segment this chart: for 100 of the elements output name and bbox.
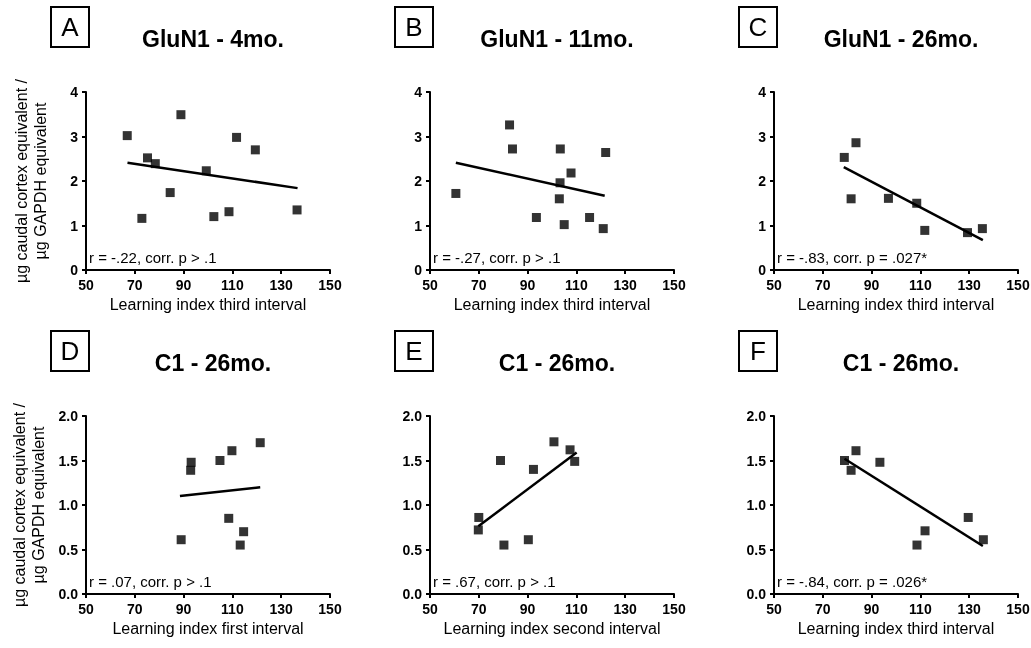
- y-tick-label: 0: [70, 262, 79, 278]
- x-tick-label: 50: [78, 277, 94, 293]
- y-tick-label: 0.5: [746, 541, 767, 558]
- x-tick-label: 90: [519, 601, 536, 617]
- point: [215, 456, 225, 465]
- x-axis-title: Learning index third interval: [797, 296, 995, 314]
- point: [224, 513, 234, 523]
- y-tick-label: 1: [70, 217, 79, 234]
- y-tick-label: 3: [414, 128, 423, 145]
- annotation: r = -.27, corr. p > .1: [433, 249, 561, 266]
- point: [566, 168, 576, 178]
- text: A: [61, 12, 80, 42]
- x-tick-label: 130: [269, 601, 294, 617]
- x-tick-label: 70: [127, 277, 143, 293]
- y-tick-label: 1.0: [58, 497, 79, 513]
- point: [875, 457, 885, 467]
- y-tick-label: 1.5: [746, 452, 767, 469]
- chart-title: GluN1 - 11mo.: [480, 25, 634, 52]
- point: [920, 526, 930, 536]
- y-axis-title: µg caudal cortex equivalent / µg GAPDH equivalent: [13, 78, 49, 284]
- point: [165, 188, 175, 198]
- y-tick-label: 1: [758, 217, 767, 234]
- point: [224, 207, 234, 217]
- chart-title: C1 - 26mo.: [842, 349, 960, 376]
- point: [292, 205, 302, 215]
- x-axis-title: Learning index third interval: [453, 296, 651, 314]
- point: [523, 535, 533, 545]
- point: [235, 540, 245, 550]
- y-tick-label: 0.5: [402, 541, 423, 558]
- y-tick-label: 2.0: [746, 408, 767, 424]
- x-tick-label: 130: [957, 601, 982, 617]
- x-tick-label: 150: [662, 601, 686, 617]
- x-tick-label: 150: [1006, 601, 1030, 617]
- annotation: r = -.22, corr. p > .1: [89, 249, 217, 266]
- x-tick-label: 70: [815, 277, 831, 293]
- x-tick-label: 110: [909, 277, 932, 293]
- x-tick-label: 150: [1006, 277, 1030, 293]
- chart-title: GluN1 - 26mo.: [823, 25, 979, 52]
- y-tick-label: 2: [414, 173, 423, 189]
- y-tick-label: 2: [758, 173, 767, 189]
- point: [559, 220, 569, 230]
- point: [912, 540, 922, 550]
- point: [232, 132, 242, 142]
- point: [528, 464, 538, 474]
- y-tick-label: 2.0: [402, 408, 423, 424]
- point: [839, 152, 849, 162]
- y-axis-title: µg caudal cortex equivalent / µg GAPDH equivalent: [10, 402, 47, 608]
- y-tick-label: 3: [70, 128, 79, 145]
- x-tick-label: 110: [909, 601, 932, 617]
- point: [978, 535, 988, 545]
- point: [555, 144, 565, 154]
- y-tick-label: 1: [414, 217, 423, 234]
- x-tick-label: 90: [175, 277, 192, 293]
- point: [601, 148, 611, 158]
- point: [496, 456, 506, 465]
- annotation: r = -.83, corr. p = .027*: [777, 249, 928, 266]
- point: [920, 225, 930, 235]
- point: [585, 212, 595, 222]
- point: [570, 456, 580, 466]
- text: F: [750, 336, 766, 366]
- y-tick-label: 1.0: [746, 497, 767, 513]
- point: [507, 144, 517, 154]
- point: [122, 131, 132, 141]
- chart-title: C1 - 26mo.: [154, 349, 272, 376]
- x-tick-label: 110: [221, 601, 244, 617]
- x-tick-label: 130: [269, 277, 294, 293]
- point: [176, 535, 186, 545]
- y-tick-label: 4: [414, 84, 423, 100]
- point: [176, 110, 186, 120]
- x-tick-label: 50: [422, 277, 438, 293]
- point: [549, 437, 559, 447]
- point: [554, 194, 564, 204]
- text: B: [405, 12, 423, 42]
- x-tick-label: 110: [221, 277, 244, 293]
- x-axis-title: Learning index second interval: [443, 620, 661, 638]
- point: [505, 120, 515, 130]
- x-tick-label: 50: [766, 277, 782, 293]
- x-tick-label: 50: [766, 601, 782, 617]
- text: E: [405, 336, 423, 366]
- point: [186, 465, 196, 475]
- x-axis-title: Learning index first interval: [112, 620, 304, 638]
- y-tick-label: 0: [414, 262, 423, 278]
- point: [239, 527, 249, 537]
- y-tick-label: 4: [758, 84, 767, 100]
- point: [137, 213, 147, 223]
- x-tick-label: 130: [613, 601, 638, 617]
- point: [565, 445, 575, 455]
- y-tick-label: 3: [758, 128, 767, 145]
- x-tick-label: 130: [957, 277, 982, 293]
- x-tick-label: 110: [565, 277, 588, 293]
- x-tick-label: 150: [318, 601, 342, 617]
- x-tick-label: 50: [78, 601, 94, 617]
- x-tick-label: 90: [519, 277, 536, 293]
- y-tick-label: 1.5: [58, 452, 79, 469]
- annotation: r = -.84, corr. p = .026*: [777, 573, 928, 590]
- point: [209, 212, 219, 222]
- chart-title: GluN1 - 4mo.: [142, 25, 284, 52]
- x-axis-title: Learning index third interval: [109, 296, 307, 314]
- x-axis-title: Learning index third interval: [797, 620, 995, 638]
- y-tick-label: 0.5: [58, 541, 79, 558]
